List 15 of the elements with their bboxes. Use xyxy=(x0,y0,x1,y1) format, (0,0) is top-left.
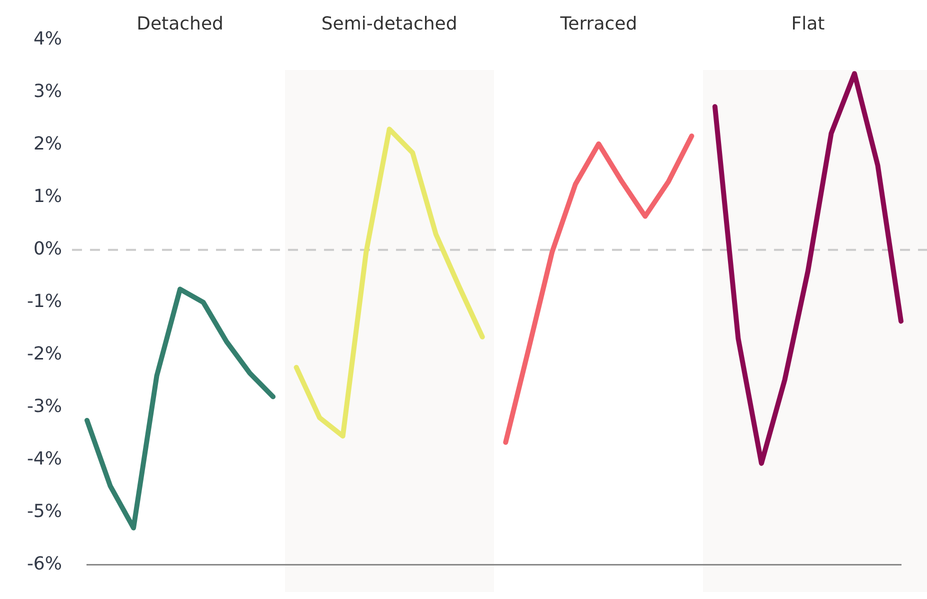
text: Detached xyxy=(136,14,224,35)
y-tick-label: 2% xyxy=(33,134,62,155)
text: Flat xyxy=(791,14,825,35)
y-tick-label: 1% xyxy=(33,186,62,208)
text: Semi-detached xyxy=(321,14,458,35)
y-tick-label: -3% xyxy=(26,396,62,417)
y-tick-label: 4% xyxy=(33,28,62,50)
y-tick-label: 0% xyxy=(33,238,62,260)
y-tick-label: -4% xyxy=(26,448,62,470)
y-tick-label: -6% xyxy=(26,553,62,574)
y-tick-label: -5% xyxy=(26,500,62,522)
y-tick-label: -1% xyxy=(26,290,62,312)
y-tick-label: 3% xyxy=(33,81,62,102)
y-tick-label: -2% xyxy=(26,343,62,364)
text: Terraced xyxy=(559,14,638,35)
